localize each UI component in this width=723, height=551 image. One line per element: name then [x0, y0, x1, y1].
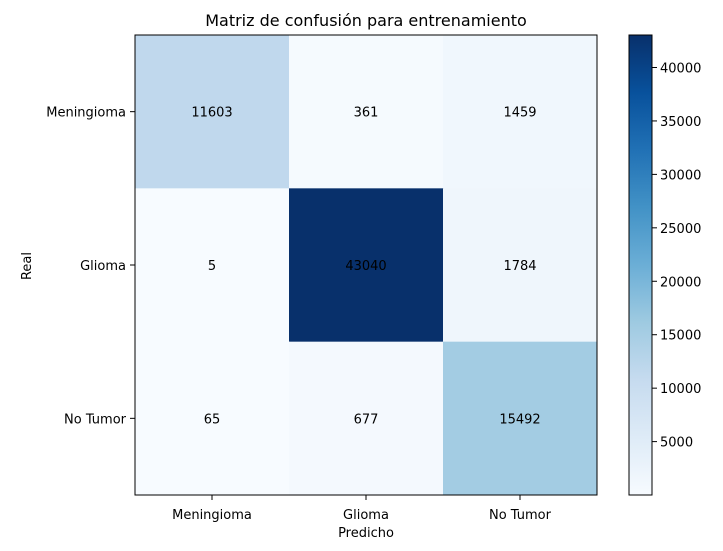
y-tick-label: No Tumor: [64, 412, 127, 427]
cell-value-label: 15492: [499, 412, 540, 427]
x-tick-label: Meningioma: [172, 508, 252, 523]
cell-value-label: 11603: [191, 106, 232, 121]
chart-title: Matriz de confusión para entrenamiento: [205, 11, 527, 30]
colorbar-tick-label: 25000: [660, 222, 701, 237]
heatmap-cell: [443, 341, 598, 496]
heatmap-cell: [289, 188, 444, 343]
cell-value-label: 361: [354, 106, 379, 121]
cell-value-label: 65: [204, 412, 221, 427]
cell-value-label: 5: [208, 259, 216, 274]
colorbar-tick-label: 10000: [660, 382, 701, 397]
heatmap-cell: [443, 35, 598, 189]
heatmap-cell: [289, 341, 444, 496]
y-tick-label: Glioma: [80, 259, 126, 274]
colorbar-tick-label: 5000: [660, 436, 693, 451]
x-tick-label: No Tumor: [489, 508, 552, 523]
colorbar-ticks: 5000 10000 15000 20000 25000 30000 35000 40000: [652, 61, 701, 451]
colorbar-tick-label: 30000: [660, 168, 701, 183]
heatmap-cell: [135, 341, 290, 496]
heatmap-cell: [135, 35, 290, 189]
x-tick-label: Glioma: [343, 508, 389, 523]
colorbar-tick-label: 35000: [660, 115, 701, 130]
cell-value-label: 677: [354, 412, 379, 427]
colorbar: [628, 34, 653, 496]
heatmap-cell: [289, 35, 444, 189]
heatmap-cell: [443, 188, 598, 343]
heatmap-cells: [135, 35, 598, 496]
heatmap-cell-labels: 11603 361 1459 5 43040 1784 65 677 15492: [191, 106, 540, 428]
heatmap-cell: [135, 188, 290, 343]
colorbar-tick-label: 20000: [660, 275, 701, 290]
colorbar-tick-label: 40000: [660, 61, 701, 76]
y-axis-label: Real: [20, 252, 35, 280]
cell-value-label: 43040: [345, 259, 386, 274]
x-axis: Meningioma Glioma No Tumor: [172, 495, 552, 523]
x-axis-label: Predicho: [338, 526, 394, 541]
cell-value-label: 1784: [503, 259, 536, 274]
y-tick-label: Meningioma: [46, 106, 126, 121]
colorbar-tick-label: 15000: [660, 329, 701, 344]
cell-value-label: 1459: [503, 106, 536, 121]
y-axis: Meningioma Glioma No Tumor: [46, 106, 135, 427]
